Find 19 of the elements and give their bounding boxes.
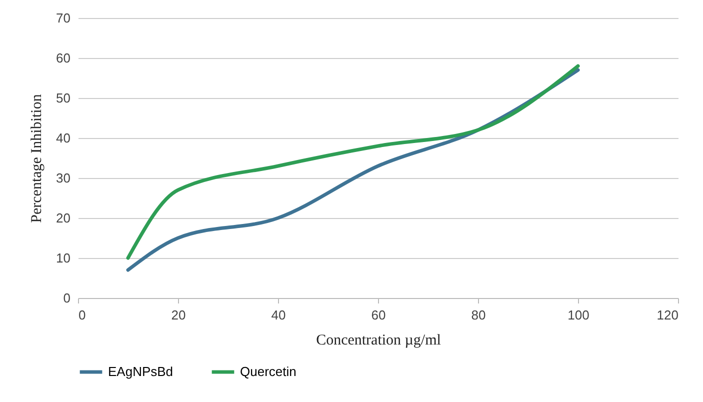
x-tick-label: 0	[78, 308, 86, 322]
y-tick-label: 40	[56, 130, 70, 146]
x-tick-label: 40	[271, 308, 286, 322]
x-axis-title: Concentration µg/ml	[316, 332, 441, 348]
x-tick-label: 60	[371, 308, 386, 322]
x-tick-label: 120	[656, 308, 678, 322]
x-tick-label: 20	[171, 308, 186, 322]
x-tick-label: 100	[568, 308, 590, 322]
y-tick-label: 70	[56, 10, 70, 26]
y-tick-label: 30	[56, 170, 70, 186]
y-tick-label: 20	[56, 210, 70, 226]
legend-label: EAgNPsBd	[108, 364, 174, 379]
y-tick-label: 10	[56, 250, 70, 266]
y-tick-label: 50	[56, 90, 70, 106]
y-tick-label: 0	[63, 290, 70, 306]
legend-label: Quercetin	[240, 364, 296, 379]
x-tick-label: 80	[471, 308, 486, 322]
y-tick-label: 60	[56, 50, 70, 66]
y-axis-title: Percentage Inhibition	[29, 94, 46, 223]
